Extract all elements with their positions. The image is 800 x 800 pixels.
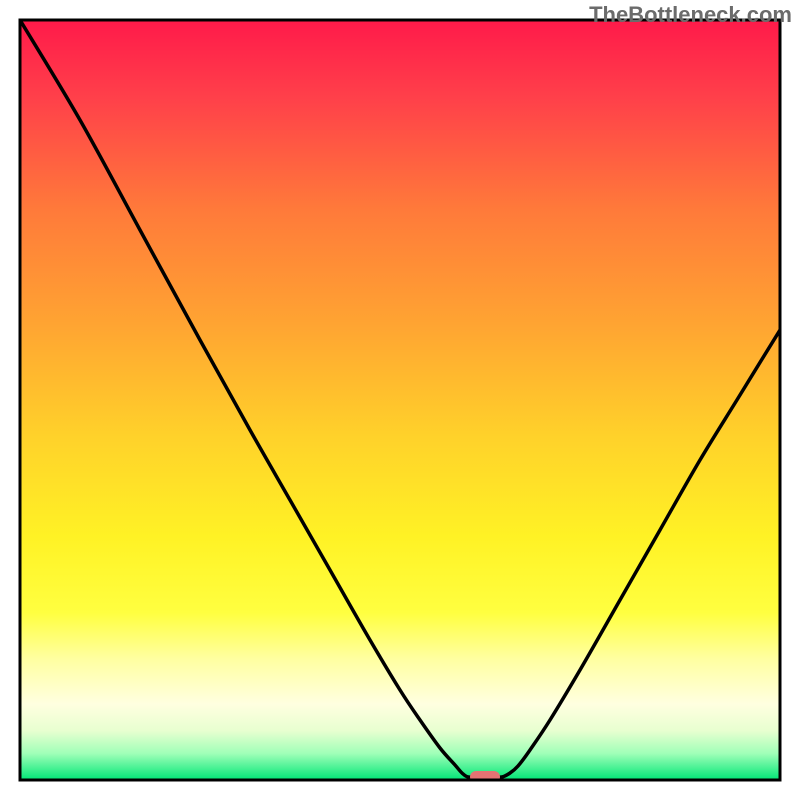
chart-container: { "chart": { "type": "line-on-gradient",… [0, 0, 800, 800]
watermark-text: TheBottleneck.com [589, 2, 792, 28]
gradient-background [20, 20, 780, 780]
bottleneck-chart [0, 0, 800, 800]
